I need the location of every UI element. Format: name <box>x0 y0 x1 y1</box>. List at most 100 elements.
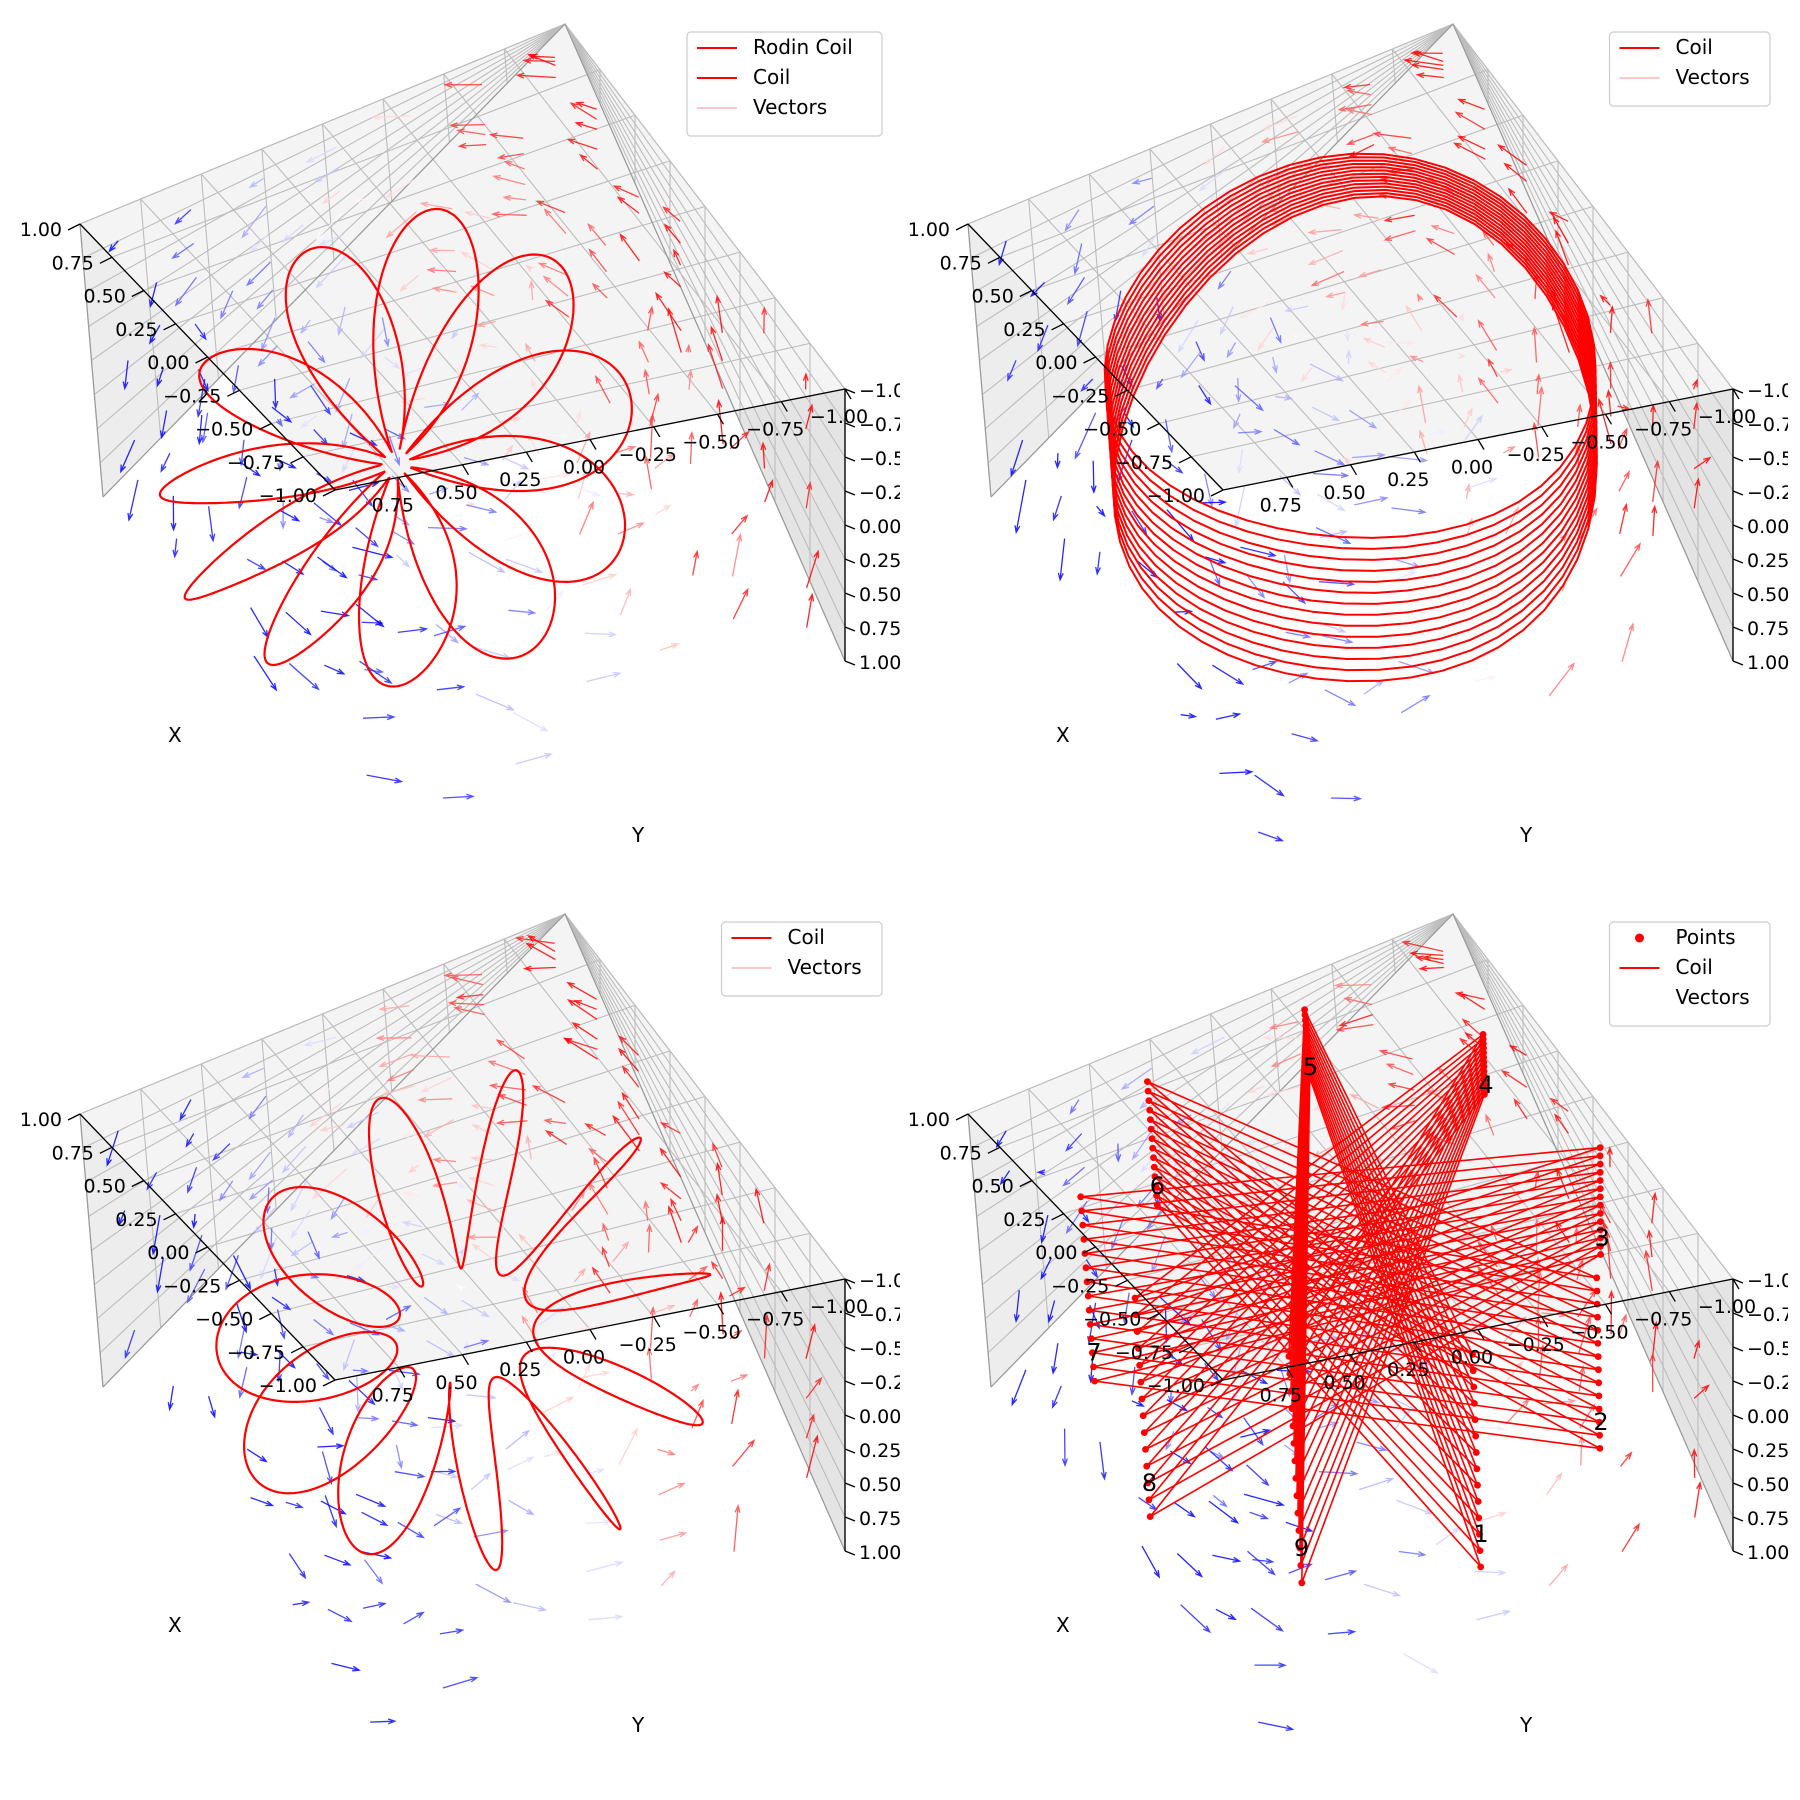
vector-arrow <box>1388 399 1412 422</box>
y-tick <box>1668 1291 1676 1302</box>
vector-arrow <box>649 392 660 427</box>
vector-arrow <box>453 1006 485 1016</box>
vector-arrow <box>805 1413 815 1439</box>
z-tick-label: −0.50 <box>1747 448 1788 470</box>
y-tick <box>1349 1354 1358 1366</box>
vector-arrow <box>1418 429 1428 454</box>
vector-arrow <box>1314 450 1346 466</box>
grid-right-horizontal <box>1452 23 1734 560</box>
vector-arrow <box>431 286 458 293</box>
vector-arrow <box>397 626 429 634</box>
vector-arrow <box>522 57 556 64</box>
vector-arrow <box>1454 111 1486 130</box>
vector-arrow <box>1349 1093 1379 1109</box>
vector-arrow <box>1275 394 1294 401</box>
z-tick-label: −0.75 <box>859 1304 900 1326</box>
grid-left-horizontal <box>99 913 566 1354</box>
grid-left-vertical <box>1028 198 1050 438</box>
vector-arrow <box>591 1266 611 1294</box>
y-tick-label: 0.50 <box>435 482 477 504</box>
vector-arrow <box>538 432 570 439</box>
vector-arrow <box>1393 1408 1412 1431</box>
vector-arrow <box>218 1180 234 1202</box>
vector-arrow <box>526 53 556 67</box>
grid-left-horizontal <box>96 23 566 430</box>
vector-arrow <box>498 373 516 383</box>
legend-label-coil: Coil <box>753 65 790 89</box>
z-tick <box>844 490 856 496</box>
vector-arrow <box>246 558 267 571</box>
coil-turn <box>1112 195 1598 683</box>
coil-point <box>1303 1032 1310 1040</box>
coil <box>1079 1008 1602 1584</box>
vector-arrow <box>1457 135 1486 150</box>
coil-point <box>1596 1193 1604 1201</box>
y-tick-label: −1.00 <box>1698 1296 1756 1318</box>
x-tick <box>290 456 304 464</box>
vector-arrow <box>433 1507 462 1527</box>
vector-arrow <box>1502 1315 1527 1344</box>
vector-arrow <box>355 1493 387 1507</box>
x-tick <box>227 389 240 397</box>
grid-floor-y <box>303 1232 811 1348</box>
coil-point <box>1090 1363 1097 1371</box>
z-tick-label: 0.75 <box>1747 1508 1788 1530</box>
vector-arrow <box>1363 1583 1402 1597</box>
vector-arrow <box>249 233 269 253</box>
vector-arrow <box>1141 233 1157 258</box>
x-tick-label: −0.50 <box>195 419 253 441</box>
x-tick-label: 0.25 <box>1003 319 1045 341</box>
grid-left-vertical <box>1028 1088 1050 1328</box>
coil-point <box>1153 1192 1160 1199</box>
pane-left-edge <box>967 1113 992 1388</box>
y-tick <box>461 1354 470 1366</box>
grid-right-horizontal <box>564 23 846 594</box>
vector-arrow <box>463 456 490 466</box>
vector-arrow <box>1387 146 1413 155</box>
vector-arrow <box>1464 483 1471 499</box>
vector-arrow <box>200 412 209 444</box>
vector-arrow <box>171 242 195 259</box>
y-tick <box>1349 464 1358 476</box>
panel-rodin-coil: 1.000.750.500.250.00−0.25−0.50−0.75−1.00… <box>20 22 900 847</box>
vector-arrow <box>1384 340 1415 347</box>
vector-arrow <box>1243 1417 1264 1447</box>
z-tick <box>1732 1312 1744 1318</box>
x-tick <box>1147 1312 1160 1321</box>
vector-arrow <box>282 560 305 576</box>
vector-arrow <box>1505 505 1519 535</box>
vector-arrow <box>612 185 639 198</box>
vector-arrow <box>566 981 597 1000</box>
vector-arrow <box>575 101 597 110</box>
vector-arrow <box>505 530 536 541</box>
vector-arrow <box>261 317 276 352</box>
vector-arrow <box>1195 341 1205 362</box>
y-axis-label: Y <box>631 1713 645 1737</box>
x-tick-label: −0.75 <box>1115 1342 1173 1364</box>
y-tick <box>653 426 661 438</box>
z-tick <box>844 1312 856 1318</box>
vector-arrow <box>806 592 815 628</box>
vector-arrow <box>1345 133 1374 145</box>
vector-arrow <box>587 223 607 246</box>
y-tick <box>1541 1316 1549 1328</box>
x-tick <box>67 223 81 231</box>
vector-arrow <box>207 1396 216 1419</box>
vector-arrow <box>305 146 337 163</box>
vector-arrow <box>1408 355 1424 363</box>
vector-arrow <box>288 1553 307 1580</box>
vector-arrow <box>1393 558 1421 568</box>
z-tick <box>1732 490 1744 496</box>
vector-arrow <box>537 262 568 276</box>
vector-arrow <box>521 1315 540 1345</box>
z-tick <box>844 1278 856 1284</box>
y-tick <box>1732 1278 1740 1290</box>
grid-left-horizontal <box>987 23 1454 464</box>
coil-point <box>1152 1182 1160 1190</box>
vector-arrow <box>687 368 694 390</box>
vector-arrow <box>456 1284 465 1292</box>
vector-arrow <box>327 1608 353 1623</box>
vector-arrow <box>760 441 767 469</box>
z-tick-label: −0.50 <box>1747 1338 1788 1360</box>
panel-solenoid-coil: 1.000.750.500.250.00−0.25−0.50−0.75−1.00… <box>908 22 1788 847</box>
